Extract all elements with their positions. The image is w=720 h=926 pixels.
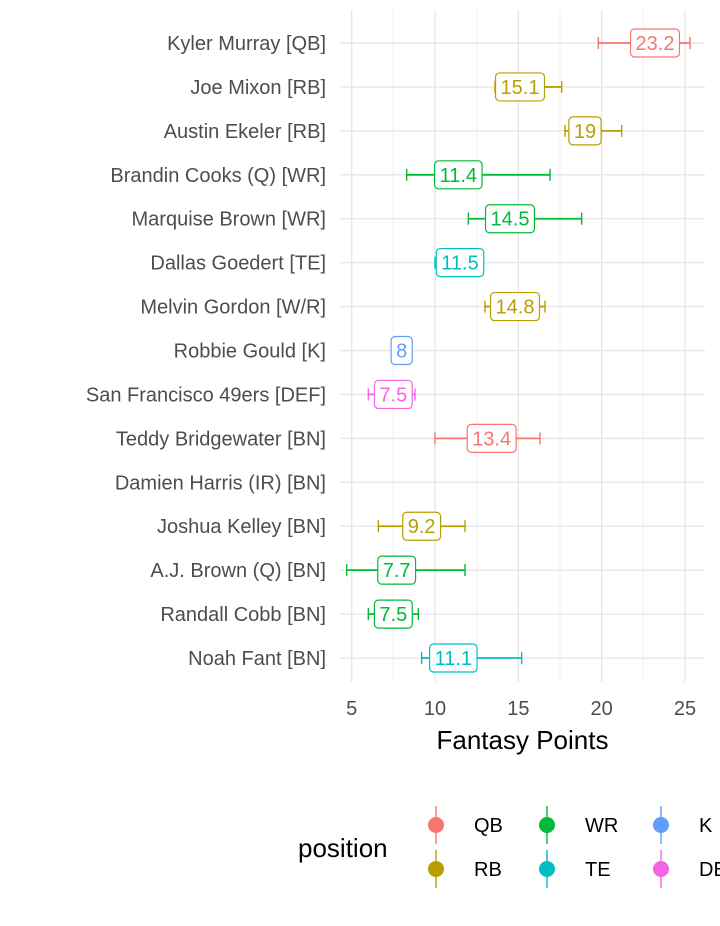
- point-label-text: 7.5: [379, 604, 407, 626]
- point-label-text: 11.1: [435, 648, 472, 670]
- point-label-box: [489, 291, 541, 322]
- legend-label: RB: [474, 859, 502, 881]
- point-label-text: 11.5: [441, 253, 478, 275]
- legend-key-dot: [428, 817, 444, 833]
- x-tick-label: 20: [591, 698, 613, 720]
- y-tick-label: Randall Cobb [BN]: [160, 604, 326, 626]
- legend-key-dot: [428, 861, 444, 877]
- y-tick-label: Brandin Cooks (Q) [WR]: [110, 165, 326, 187]
- point-label: 14.5: [484, 204, 536, 234]
- point-label-text: 14.8: [496, 297, 535, 319]
- point-label-box: [434, 160, 483, 190]
- point-label-box: [402, 511, 442, 541]
- point-label-box: [373, 379, 413, 410]
- y-tick-label: Austin Ekeler [RB]: [164, 121, 326, 143]
- y-tick-label: Marquise Brown [WR]: [132, 209, 327, 231]
- legend-item: TE: [539, 850, 611, 888]
- y-tick-label: Noah Fant [BN]: [188, 648, 326, 670]
- legend-label: K: [699, 815, 713, 837]
- legend-label: QB: [474, 815, 503, 837]
- legend-item: RB: [428, 850, 502, 888]
- point-labels: 23.2 15.1 19 11.4 14.5 11.5 14.8 8 7.5 13.4 9.2 7.7…: [373, 28, 681, 673]
- point-label-text: 7.7: [383, 560, 411, 582]
- point-label-text: 23.2: [636, 33, 675, 55]
- legend-item: DEF: [653, 850, 720, 888]
- point-label: 7.5: [373, 379, 413, 410]
- x-axis-title: Fantasy Points: [437, 725, 609, 755]
- point-label-text: 11.4: [440, 165, 477, 187]
- legend-key-dot: [653, 861, 669, 877]
- x-axis-tick-labels: 5 10 15 20 25: [346, 698, 696, 720]
- point-label-text: 19: [574, 121, 596, 143]
- y-tick-label: Dallas Goedert [TE]: [150, 253, 326, 275]
- y-tick-label: Kyler Murray [QB]: [167, 33, 326, 55]
- y-tick-label: Teddy Bridgewater [BN]: [116, 428, 326, 450]
- point-label-box: [494, 72, 546, 102]
- point-label-box: [629, 28, 681, 58]
- x-tick-label: 5: [346, 698, 357, 720]
- point-label-box: [435, 248, 485, 278]
- y-tick-label: Robbie Gould [K]: [174, 341, 326, 363]
- legend-label: WR: [585, 815, 618, 837]
- y-tick-label: Damien Harris (IR) [BN]: [115, 472, 326, 494]
- point-label: 13.4: [466, 423, 517, 453]
- point-label-text: 14.5: [491, 209, 530, 231]
- y-tick-label: Joe Mixon [RB]: [190, 77, 326, 99]
- legend-title: position: [298, 833, 388, 863]
- point-label: 19: [568, 116, 602, 146]
- point-label: 23.2: [629, 28, 681, 58]
- legend-key-dot: [539, 861, 555, 877]
- point-label-box: [568, 116, 602, 146]
- legend-key-dot: [539, 817, 555, 833]
- y-axis-tick-labels: Kyler Murray [QB] Joe Mixon [RB] Austin Ek…: [86, 33, 326, 670]
- point-label: 8: [390, 335, 413, 366]
- point-label-text: 9.2: [408, 516, 436, 538]
- point-label: 9.2: [402, 511, 442, 541]
- y-tick-label: San Francisco 49ers [DEF]: [86, 384, 326, 406]
- legend-item: K: [653, 806, 713, 844]
- x-tick-label: 10: [424, 698, 446, 720]
- y-tick-label: Joshua Kelley [BN]: [157, 516, 326, 538]
- point-label: 11.4: [434, 160, 483, 190]
- point-label-box: [484, 204, 536, 234]
- point-label-text: 7.5: [379, 384, 407, 406]
- x-tick-label: 25: [674, 698, 696, 720]
- point-label-box: [373, 599, 413, 629]
- legend-item: WR: [539, 806, 618, 844]
- point-label-text: 15.1: [501, 77, 540, 99]
- point-label: 11.5: [435, 248, 485, 278]
- point-label-box: [429, 643, 478, 673]
- legend-item: QB: [428, 806, 503, 844]
- point-label: 7.5: [373, 599, 413, 629]
- point-label: 14.8: [489, 291, 541, 322]
- legend: position QB RB WR TE K DEF: [298, 806, 720, 888]
- point-label-box: [377, 555, 417, 585]
- legend-key-dot: [653, 817, 669, 833]
- y-tick-label: Melvin Gordon [W/R]: [140, 297, 326, 319]
- legend-label: DEF: [699, 859, 720, 881]
- legend-label: TE: [585, 859, 611, 881]
- point-label: 7.7: [377, 555, 417, 585]
- x-tick-label: 15: [507, 698, 529, 720]
- y-tick-label: A.J. Brown (Q) [BN]: [150, 560, 326, 582]
- point-label: 11.1: [429, 643, 478, 673]
- point-label: 15.1: [494, 72, 546, 102]
- point-label-box: [466, 423, 517, 453]
- point-label-box: [390, 335, 413, 366]
- point-label-text: 8: [396, 341, 407, 363]
- point-label-text: 13.4: [472, 428, 511, 450]
